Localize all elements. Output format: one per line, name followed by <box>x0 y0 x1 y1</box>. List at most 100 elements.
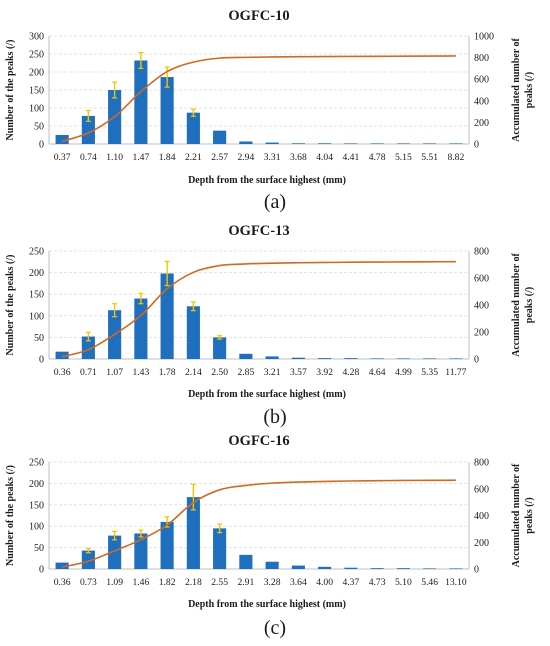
bar <box>449 568 463 569</box>
x-tick-label: 5.35 <box>421 367 438 378</box>
x-tick-label: 3.28 <box>264 577 281 588</box>
bar <box>291 357 305 359</box>
chart-title: OGFC-10 <box>228 8 289 24</box>
y-tick-label: 250 <box>29 50 44 61</box>
bar <box>55 562 69 569</box>
y2-tick-label: 0 <box>474 355 479 366</box>
y2-tick-label: 800 <box>474 458 489 469</box>
y2-tick-label: 0 <box>474 140 479 151</box>
x-tick-label: 0.74 <box>80 152 97 163</box>
y2-tick-label: 600 <box>474 484 489 495</box>
x-tick-label: 4.37 <box>342 577 359 588</box>
bar <box>291 143 305 144</box>
bar <box>55 135 69 144</box>
y2-tick-label: 0 <box>474 565 479 576</box>
chart-title: OGFC-16 <box>228 433 289 449</box>
bar <box>318 358 332 359</box>
x-tick-label: 3.92 <box>316 367 333 378</box>
x-tick-label: 8.82 <box>447 152 464 163</box>
bar <box>213 130 227 144</box>
y-axis-title: Number of the peaks (/) <box>5 465 16 566</box>
bar <box>186 112 200 144</box>
bar <box>344 358 358 359</box>
x-tick-label: 1.84 <box>159 152 176 163</box>
bar <box>370 568 384 569</box>
x-tick-label: 1.46 <box>132 577 149 588</box>
y-tick-label: 50 <box>34 333 44 344</box>
y2-axis-title: Accumulated number of <box>511 463 522 567</box>
x-tick-label: 5.10 <box>395 577 412 588</box>
bar <box>370 358 384 359</box>
y2-tick-label: 400 <box>474 96 489 107</box>
panel-label: (b) <box>263 406 286 428</box>
x-axis-title: Depth from the surface highest (mm) <box>188 175 346 186</box>
y-tick-label: 100 <box>29 522 44 533</box>
chart-panel-2: OGFC-13 0 50 100 150 200 250 0 200 400 600 800 0.36 0… <box>5 223 535 428</box>
bar <box>318 566 332 569</box>
bar <box>265 356 279 359</box>
bar <box>81 550 95 569</box>
y-tick-label: 0 <box>39 565 44 576</box>
y-tick-label: 250 <box>29 458 44 469</box>
x-axis-title: Depth from the surface highest (mm) <box>188 389 346 400</box>
y2-tick-label: 600 <box>474 75 489 86</box>
panel-label: (c) <box>264 617 286 639</box>
x-tick-label: 13.10 <box>445 577 467 588</box>
bar <box>449 143 463 144</box>
x-tick-label: 2.50 <box>211 367 228 378</box>
x-tick-label: 2.91 <box>237 577 254 588</box>
bar <box>55 351 69 359</box>
bar <box>239 353 253 359</box>
y2-tick-label: 800 <box>474 53 489 64</box>
y-tick-label: 200 <box>29 479 44 490</box>
x-tick-label: 4.28 <box>342 367 359 378</box>
x-tick-label: 0.36 <box>54 577 71 588</box>
y2-axis-title: peaks (/) <box>524 72 535 108</box>
x-tick-label: 4.04 <box>316 152 333 163</box>
bar <box>160 273 174 359</box>
x-tick-label: 2.85 <box>237 367 254 378</box>
y-tick-label: 200 <box>29 68 44 79</box>
x-tick-label: 2.14 <box>185 367 202 378</box>
bar <box>108 535 122 569</box>
bar <box>213 337 227 359</box>
bar <box>423 568 437 569</box>
x-tick-label: 4.00 <box>316 577 333 588</box>
y-axis-title: Number of the peaks (/) <box>5 255 16 356</box>
y-tick-label: 50 <box>34 543 44 554</box>
y2-tick-label: 400 <box>474 301 489 312</box>
bar <box>396 568 410 569</box>
x-tick-label: 1.78 <box>159 367 176 378</box>
x-tick-label: 3.31 <box>264 152 281 163</box>
x-tick-label: 4.73 <box>369 577 386 588</box>
y2-tick-label: 600 <box>474 274 489 285</box>
bar <box>81 115 95 144</box>
bar <box>213 528 227 569</box>
x-tick-label: 4.99 <box>395 367 412 378</box>
y-tick-label: 50 <box>34 122 44 133</box>
bar <box>396 358 410 359</box>
chart-panel-1: OGFC-10 0 50 100 150 200 250 300 0 200 400 600 800 10… <box>5 8 535 213</box>
x-tick-label: 2.55 <box>211 577 228 588</box>
x-tick-label: 4.64 <box>369 367 386 378</box>
x-tick-label: 1.07 <box>106 367 123 378</box>
x-tick-label: 1.82 <box>159 577 176 588</box>
x-tick-label: 0.71 <box>80 367 97 378</box>
cumulative-line <box>61 479 456 568</box>
y2-axis-title: peaks (/) <box>524 287 535 323</box>
bar <box>134 60 148 145</box>
x-tick-label: 2.94 <box>237 152 254 163</box>
cumulative-line <box>61 260 456 358</box>
x-tick-label: 2.18 <box>185 577 202 588</box>
y2-axis-title: Accumulated number of <box>511 252 522 356</box>
x-tick-label: 4.78 <box>369 152 386 163</box>
y2-tick-label: 800 <box>474 247 489 258</box>
bar <box>239 554 253 569</box>
y-tick-label: 200 <box>29 268 44 279</box>
bar <box>318 143 332 144</box>
x-tick-label: 11.77 <box>445 367 466 378</box>
x-tick-label: 1.10 <box>106 152 123 163</box>
y-tick-label: 0 <box>39 355 44 366</box>
bar <box>160 77 174 144</box>
